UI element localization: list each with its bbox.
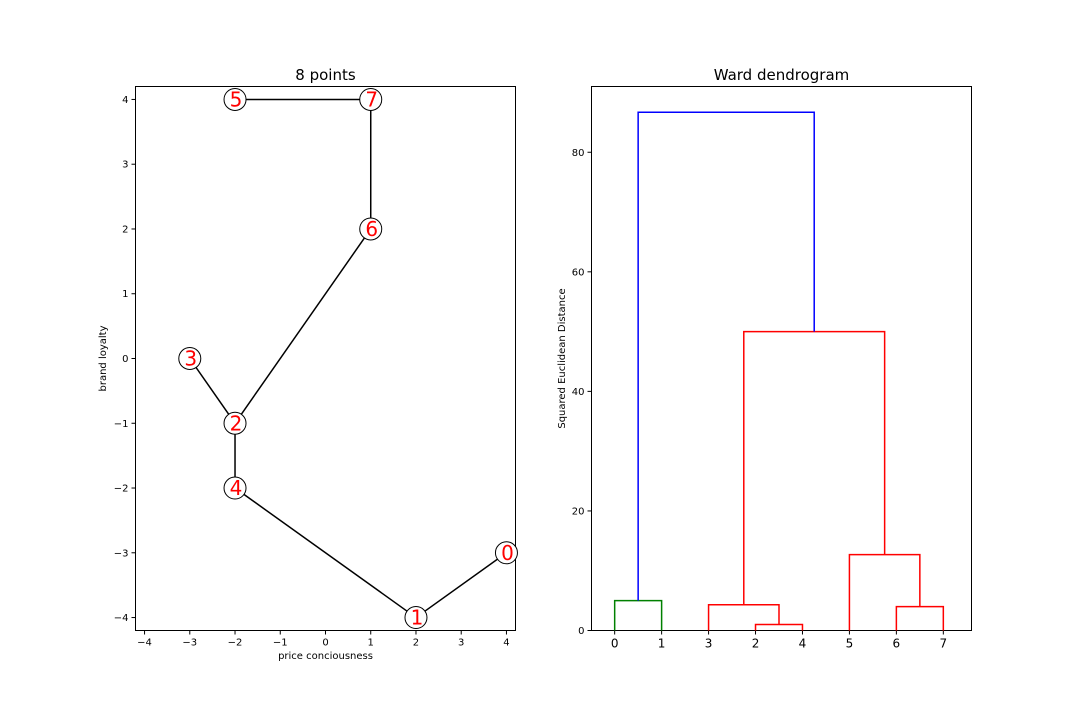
dendrogram-leaf-label: 3 [705,637,713,651]
dendrogram-title: Ward dendrogram [714,66,850,84]
point-label: 4 [230,476,243,500]
dendrogram-link [707,604,780,631]
dendrogram-leaf-label: 4 [799,637,807,651]
dendrogram-y-tick-label: 80 [572,148,585,159]
dendrogram-links [613,111,945,631]
dendrogram-leaf-label: 7 [940,637,948,651]
dendrogram-leaf-label: 5 [846,637,854,651]
scatter-y-tick-label: −4 [114,613,129,624]
scatter-panel: 8 points −4 −3 −2 −1 0 1 2 3 4 −4 −3 −2 −1 0 1 2 3 4 0 1 2 3… [98,66,518,662]
scatter-x-tick-label: 1 [368,638,374,649]
point-marker [404,606,428,630]
scatter-nodes: 0 1 2 3 4 5 6 7 [178,87,518,630]
point-label: 0 [501,541,514,565]
scatter-edges [189,98,507,619]
point-marker [223,87,247,111]
dendrogram-link [848,553,921,631]
scatter-y-tick-label: 0 [122,354,128,365]
dendrogram-y-tick-label: 60 [572,267,585,278]
dendrogram-y-tick-label: 40 [572,387,585,398]
scatter-y-tick-label: −3 [114,548,129,559]
point-label: 1 [411,606,424,630]
dendrogram-leaf-label: 1 [658,637,666,651]
scatter-y-tick-label: −2 [114,484,129,495]
graph-edge [234,487,417,619]
point-marker [359,87,383,111]
scatter-ticks: −4 −3 −2 −1 0 1 2 3 4 −4 −3 −2 −1 0 1 2 3 4 [114,95,510,649]
scatter-y-tick-label: 2 [122,224,128,235]
point-marker [223,411,247,435]
point-label: 3 [184,347,197,371]
dendrogram-panel: Ward dendrogram 0 20 40 60 80 0 1 3 2 4 5 6 7 Square… [557,66,972,651]
scatter-y-tick-label: 4 [122,95,128,106]
scatter-x-tick-label: 2 [413,638,419,649]
scatter-x-axis-label: price conciousness [278,651,373,662]
dendrogram-y-tick-label: 0 [578,626,584,637]
dendrogram-leaf-label: 0 [611,637,619,651]
graph-edge [234,228,372,424]
scatter-x-tick-label: −4 [137,638,152,649]
scatter-y-tick-label: 3 [122,160,128,171]
dendrogram-leaf-label: 2 [752,637,760,651]
scatter-y-tick-label: 1 [122,289,128,300]
dendrogram-link [613,599,663,631]
point-label: 5 [230,87,243,111]
scatter-y-axis-label: brand loyalty [98,325,109,391]
scatter-y-tick-label: −1 [114,419,129,430]
point-marker [223,476,247,500]
point-label: 6 [365,217,378,241]
scatter-x-tick-label: −1 [273,638,288,649]
scatter-x-tick-label: −3 [182,638,197,649]
scatter-title: 8 points [295,66,356,84]
scatter-x-tick-label: 3 [458,638,464,649]
point-label: 2 [230,411,243,435]
dendrogram-link [754,623,804,631]
scatter-x-tick-label: −2 [228,638,243,649]
graph-edge [189,358,236,424]
point-marker [359,217,383,241]
dendrogram-y-axis-label: Squared Euclidean Distance [557,288,568,428]
dendrogram-link [637,111,815,601]
dendrogram-link [895,605,945,631]
dendrogram-y-tick-label: 20 [572,506,585,517]
point-label: 7 [365,87,378,111]
dendrogram-axes-frame [591,86,972,631]
point-marker [494,541,518,565]
scatter-x-tick-label: 0 [322,638,328,649]
scatter-x-tick-label: 4 [503,638,509,649]
graph-edge [415,552,507,619]
dendrogram-leaf-label: 6 [893,637,901,651]
point-marker [178,347,202,370]
dendrogram-ticks: 0 20 40 60 80 0 1 3 2 4 5 6 7 [572,148,947,651]
dendrogram-link [743,330,886,605]
